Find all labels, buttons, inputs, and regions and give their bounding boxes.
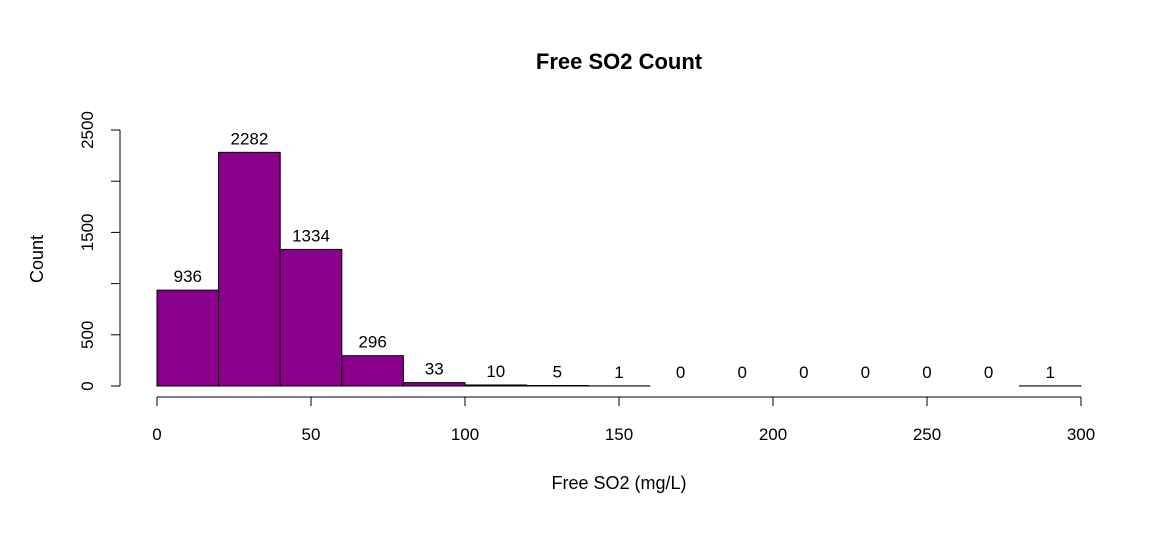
bar-value-label: 10 (486, 362, 505, 381)
bar-value-label: 296 (358, 333, 386, 352)
x-tick-label: 250 (913, 425, 941, 444)
histogram-bar (341, 355, 404, 387)
bar-value-label: 2282 (230, 129, 268, 148)
y-axis: 0 500 1500 2500 (78, 111, 121, 391)
bar-value-label: 0 (984, 363, 993, 382)
chart-title: Free SO2 Count (536, 49, 703, 74)
histogram-bar (279, 248, 343, 387)
x-tick-label: 300 (1067, 425, 1095, 444)
histogram-bar (526, 384, 589, 387)
y-tick-label: 2500 (78, 111, 97, 149)
y-tick-label: 0 (78, 381, 97, 390)
x-tick-label: 100 (451, 425, 479, 444)
bar-value-label: 0 (799, 363, 808, 382)
histogram-bar (218, 151, 281, 387)
bar-value-label: 0 (676, 363, 685, 382)
y-tick-label: 1500 (78, 213, 97, 251)
bar-value-label: 0 (861, 363, 870, 382)
bar-value-label: 5 (553, 362, 562, 381)
x-tick-label: 50 (302, 425, 321, 444)
bar-value-label: 0 (922, 363, 931, 382)
x-axis: 0 50 100 150 200 250 300 (152, 396, 1095, 444)
bar-value-label: 1 (1045, 363, 1054, 382)
y-tick-label: 500 (78, 321, 97, 349)
x-tick-label: 0 (152, 425, 161, 444)
y-axis-label: Count (27, 235, 47, 283)
bar-value-label: 1334 (292, 226, 330, 245)
histogram-bar (464, 384, 528, 387)
bars-group (156, 151, 1082, 387)
histogram-bar (402, 382, 466, 387)
bar-value-label: 33 (425, 360, 444, 379)
bar-value-label: 936 (174, 267, 202, 286)
x-tick-label: 150 (605, 425, 633, 444)
x-axis-label: Free SO2 (mg/L) (551, 473, 686, 493)
x-tick-label: 200 (759, 425, 787, 444)
bar-value-label: 1 (614, 363, 623, 382)
histogram-bar (156, 289, 220, 387)
bar-value-label: 0 (737, 363, 746, 382)
